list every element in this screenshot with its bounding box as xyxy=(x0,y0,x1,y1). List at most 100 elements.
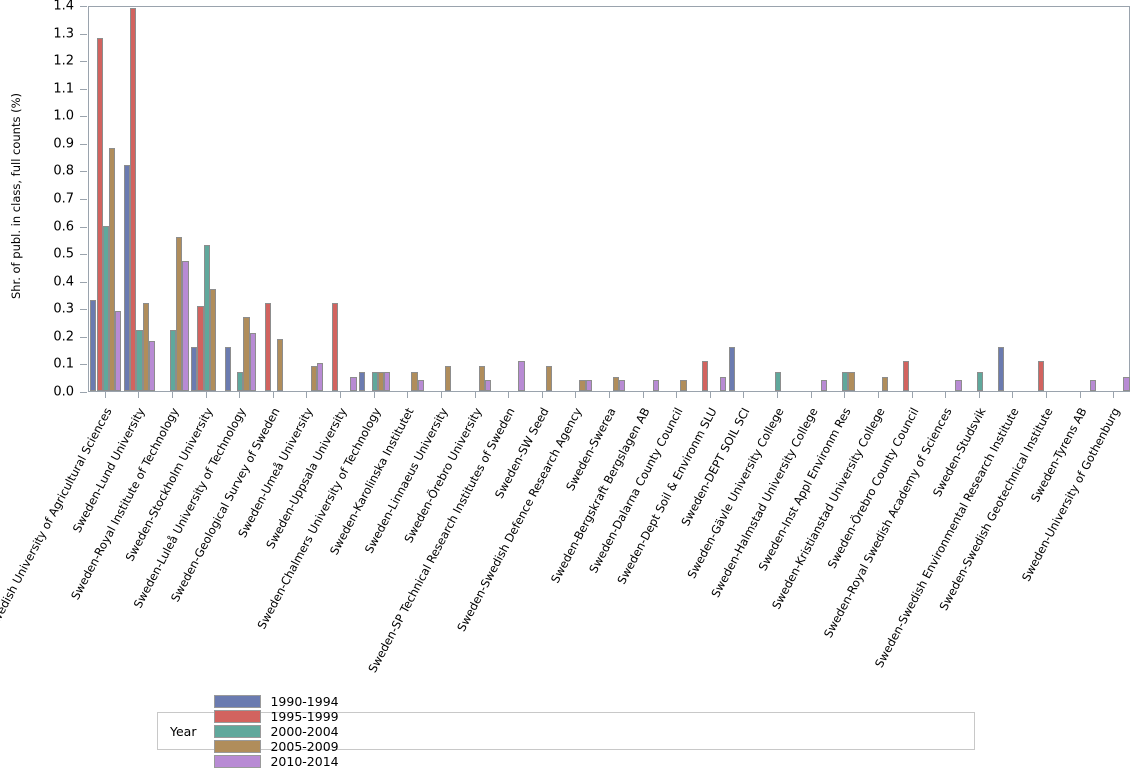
bar xyxy=(136,330,143,391)
y-tick-mark xyxy=(80,392,87,393)
bar xyxy=(316,363,323,391)
x-tick-mark xyxy=(138,392,140,398)
bar xyxy=(585,379,592,391)
bar xyxy=(728,346,736,391)
bar xyxy=(96,38,103,391)
x-tick-mark xyxy=(306,392,308,398)
bar xyxy=(955,379,962,391)
bar xyxy=(350,377,357,391)
bar xyxy=(1037,360,1044,391)
y-tick-mark xyxy=(80,116,87,118)
y-tick-label: 0.4 xyxy=(53,274,74,290)
bar xyxy=(484,379,492,391)
x-tick-mark xyxy=(1113,392,1115,398)
legend-item[interactable]: 1990-1994 xyxy=(214,694,339,709)
bar xyxy=(774,371,782,391)
legend-item[interactable]: 2005-2009 xyxy=(214,738,339,754)
bar xyxy=(417,379,424,391)
bar xyxy=(842,371,849,391)
bar xyxy=(820,379,828,391)
y-tick-label: 1.3 xyxy=(53,26,74,42)
y-tick-mark xyxy=(80,143,87,145)
y-tick-mark xyxy=(80,33,87,35)
bar xyxy=(613,377,620,391)
x-tick-mark xyxy=(172,392,174,398)
legend-label: 2005-2009 xyxy=(270,738,339,754)
x-tick-label: Sweden-Swedish Defence Research Agency xyxy=(454,400,588,634)
y-tick-label: 1.2 xyxy=(53,53,74,69)
bar xyxy=(148,341,155,391)
bar xyxy=(680,379,687,391)
y-tick-mark xyxy=(80,281,87,283)
bar xyxy=(652,379,660,391)
bar xyxy=(371,371,378,391)
bar xyxy=(142,302,149,391)
x-tick-mark xyxy=(440,392,442,398)
bar xyxy=(411,371,418,391)
plot-area xyxy=(88,6,1130,392)
bar xyxy=(1089,379,1097,391)
bar xyxy=(579,379,586,391)
x-tick-mark xyxy=(407,392,409,398)
x-tick-mark xyxy=(1045,392,1047,398)
bar xyxy=(130,7,137,391)
x-tick-mark xyxy=(945,392,947,398)
bar xyxy=(249,333,256,391)
legend-label: 1995-1999 xyxy=(270,708,339,724)
bar xyxy=(619,379,626,391)
bar xyxy=(359,371,366,391)
bar xyxy=(331,302,338,391)
x-tick-mark xyxy=(642,392,644,398)
y-tick-mark xyxy=(80,88,87,90)
y-tick-mark xyxy=(80,171,87,173)
bar xyxy=(976,371,983,391)
bar xyxy=(237,371,244,391)
x-tick-mark xyxy=(272,392,274,398)
bar xyxy=(169,330,177,391)
bar xyxy=(1123,377,1130,391)
bar xyxy=(276,338,284,391)
y-tick-label: 1.0 xyxy=(53,108,74,124)
x-tick-label-text: Sweden-Swedish Defence Research Agency xyxy=(454,405,585,634)
legend-swatch xyxy=(214,754,262,768)
x-tick-mark xyxy=(575,392,577,398)
legend: Year 1990-1994 1995-1999 2000-2004 2005-200… xyxy=(157,694,975,769)
y-tick-mark xyxy=(80,61,87,63)
legend-swatch xyxy=(214,709,262,723)
bar xyxy=(384,371,391,391)
legend-swatch xyxy=(214,694,262,708)
x-tick-mark xyxy=(978,392,980,398)
legend-item[interactable]: 2000-2004 xyxy=(214,723,339,739)
bar xyxy=(176,236,183,391)
x-tick-mark xyxy=(239,392,241,398)
bar xyxy=(720,377,727,391)
bar xyxy=(997,346,1005,391)
y-tick-label: 0.8 xyxy=(53,163,74,179)
bar xyxy=(108,148,116,391)
bar xyxy=(243,316,250,391)
x-tick-mark xyxy=(1012,392,1014,398)
y-tick-label: 0.2 xyxy=(53,329,74,345)
bar xyxy=(102,225,109,391)
bar xyxy=(209,289,216,391)
x-tick-mark xyxy=(541,392,543,398)
x-tick-mark xyxy=(743,392,745,398)
y-tick-mark xyxy=(80,6,87,7)
bar xyxy=(545,366,553,391)
bar xyxy=(701,360,708,391)
x-tick-mark xyxy=(777,392,779,398)
bar xyxy=(182,261,189,391)
y-tick-label: 0.6 xyxy=(53,219,74,235)
y-tick-mark xyxy=(80,364,87,366)
y-tick-label: 0.5 xyxy=(53,246,74,262)
legend-item[interactable]: 1995-1999 xyxy=(214,708,339,724)
x-tick-mark xyxy=(911,392,913,398)
y-tick-label: 0.3 xyxy=(53,301,74,317)
x-tick-mark xyxy=(877,392,879,398)
y-tick-label: 0.9 xyxy=(53,136,74,152)
x-tick-mark xyxy=(340,392,342,398)
bar xyxy=(478,366,485,391)
bar xyxy=(903,360,910,391)
x-tick-mark xyxy=(844,392,846,398)
legend-label: 2000-2004 xyxy=(270,723,339,739)
